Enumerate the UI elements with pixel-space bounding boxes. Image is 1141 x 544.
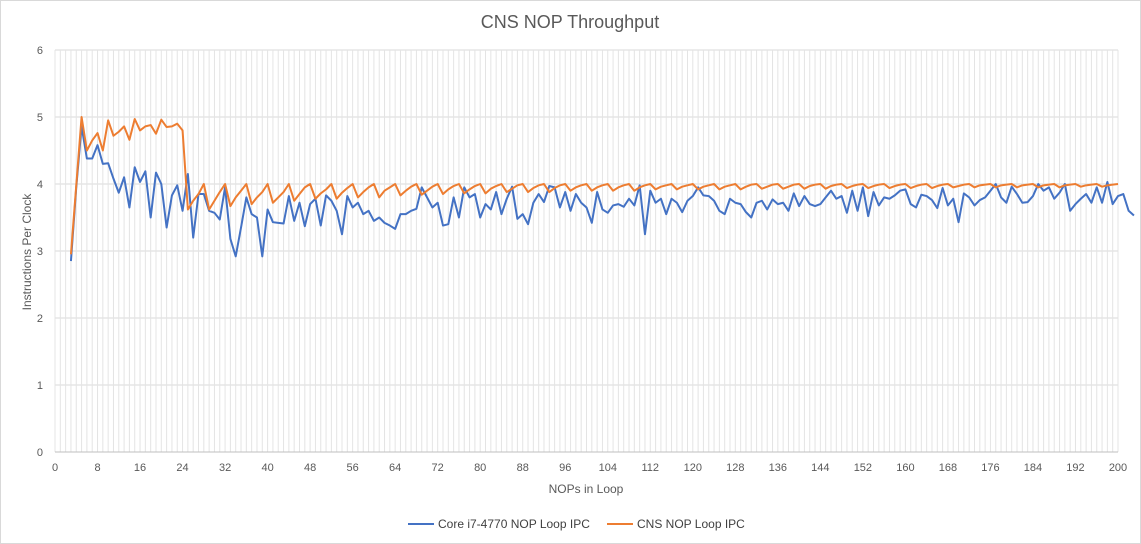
x-tick-label: 128 xyxy=(726,462,744,474)
y-tick-label: 3 xyxy=(37,246,43,258)
legend-label: CNS NOP Loop IPC xyxy=(637,517,745,531)
x-tick-label: 160 xyxy=(896,462,914,474)
x-tick-label: 16 xyxy=(134,462,146,474)
x-tick-label: 32 xyxy=(219,462,231,474)
y-tick-label: 4 xyxy=(37,179,43,191)
x-tick-label: 56 xyxy=(347,462,359,474)
x-tick-label: 72 xyxy=(432,462,444,474)
x-tick-label: 104 xyxy=(599,462,617,474)
x-tick-label: 88 xyxy=(517,462,529,474)
series-group xyxy=(69,116,1135,262)
x-tick-label: 176 xyxy=(981,462,999,474)
chart-title: CNS NOP Throughput xyxy=(481,12,659,32)
x-tick-labels: 0 8 16 24 32 40 48 56 64 72 80 88 96 104 112 120 128 136 1… xyxy=(52,462,1127,474)
x-tick-label: 168 xyxy=(939,462,957,474)
x-tick-label: 200 xyxy=(1109,462,1127,474)
x-tick-label: 112 xyxy=(642,462,660,474)
legend-label: Core i7-4770 NOP Loop IPC xyxy=(438,517,590,531)
y-tick-label: 0 xyxy=(37,447,43,459)
x-tick-label: 152 xyxy=(854,462,872,474)
x-tick-label: 192 xyxy=(1066,462,1084,474)
y-axis-label: Instructions Per Clock xyxy=(20,193,34,311)
series-line-core-i7 xyxy=(69,125,1135,262)
series-line-cns xyxy=(69,116,1119,255)
y-tick-label: 1 xyxy=(37,380,43,392)
x-tick-label: 120 xyxy=(684,462,702,474)
x-tick-label: 80 xyxy=(474,462,486,474)
x-tick-label: 24 xyxy=(176,462,188,474)
x-tick-label: 64 xyxy=(389,462,401,474)
y-tick-label: 5 xyxy=(37,112,43,124)
y-tick-label: 2 xyxy=(37,313,43,325)
legend: Core i7-4770 NOP Loop IPC CNS NOP Loop IP… xyxy=(408,517,745,531)
x-axis-label: NOPs in Loop xyxy=(549,482,624,496)
x-tick-label: 48 xyxy=(304,462,316,474)
grid-lines xyxy=(54,49,1119,452)
x-tick-label: 184 xyxy=(1024,462,1042,474)
x-tick-label: 8 xyxy=(94,462,100,474)
x-tick-label: 0 xyxy=(52,462,58,474)
y-tick-labels: 0 1 2 3 4 5 6 xyxy=(37,45,43,459)
x-tick-label: 136 xyxy=(769,462,787,474)
x-tick-label: 40 xyxy=(261,462,273,474)
x-tick-label: 144 xyxy=(811,462,829,474)
x-tick-label: 96 xyxy=(559,462,571,474)
y-tick-label: 6 xyxy=(37,45,43,57)
